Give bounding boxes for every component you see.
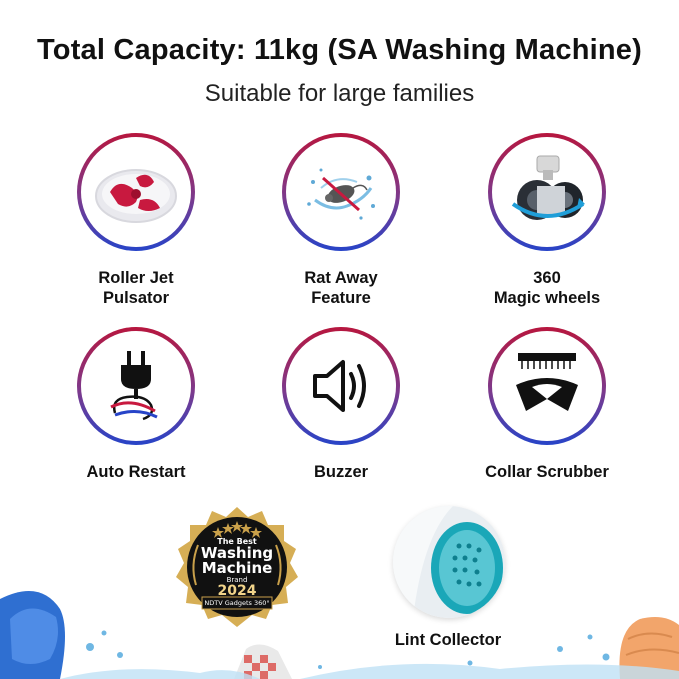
rat-away-icon — [307, 168, 375, 220]
feature-label-auto-restart: Auto Restart — [86, 463, 186, 481]
feature-label-collar-scrubber: Collar Scrubber — [485, 463, 609, 481]
speaker-icon — [313, 360, 366, 412]
feature-label-rat-away: Rat Away Feature — [304, 269, 378, 307]
award-line-4: Brand — [226, 576, 248, 584]
page-subtitle: Suitable for large families — [204, 80, 475, 107]
plug-icon — [110, 351, 158, 421]
feature-ring-magic-wheels — [488, 133, 606, 251]
award-line-1: The Best — [217, 537, 257, 546]
award-line-3: Machine — [201, 559, 273, 577]
feature-label-magic-wheels: 360 Magic wheels — [493, 269, 601, 307]
feature-ring-auto-restart — [77, 327, 195, 445]
award-source: NDTV Gadgets 360° — [204, 599, 270, 607]
lint-collector-label: Lint Collector — [394, 631, 502, 649]
wheel-icon — [511, 155, 585, 220]
award-year: 2024 — [217, 583, 257, 599]
lint-collector-image — [393, 506, 505, 618]
page-title: Total Capacity: 11kg (SA Washing Machine… — [37, 34, 642, 66]
feature-ring-rat-away — [282, 133, 400, 251]
feature-label-roller-jet: Roller Jet Pulsator — [98, 269, 174, 307]
feature-ring-buzzer — [282, 327, 400, 445]
water-splash-decoration — [0, 591, 679, 679]
feature-label-buzzer: Buzzer — [313, 463, 369, 481]
award-line-2: Washing — [200, 544, 274, 562]
award-badge-icon — [176, 507, 298, 627]
feature-ring-collar-scrubber — [488, 327, 606, 445]
lint-filter-icon — [393, 506, 505, 618]
collar-scrubber-icon — [516, 353, 578, 411]
feature-ring-roller-jet — [77, 133, 195, 251]
pulsator-icon — [95, 169, 177, 223]
